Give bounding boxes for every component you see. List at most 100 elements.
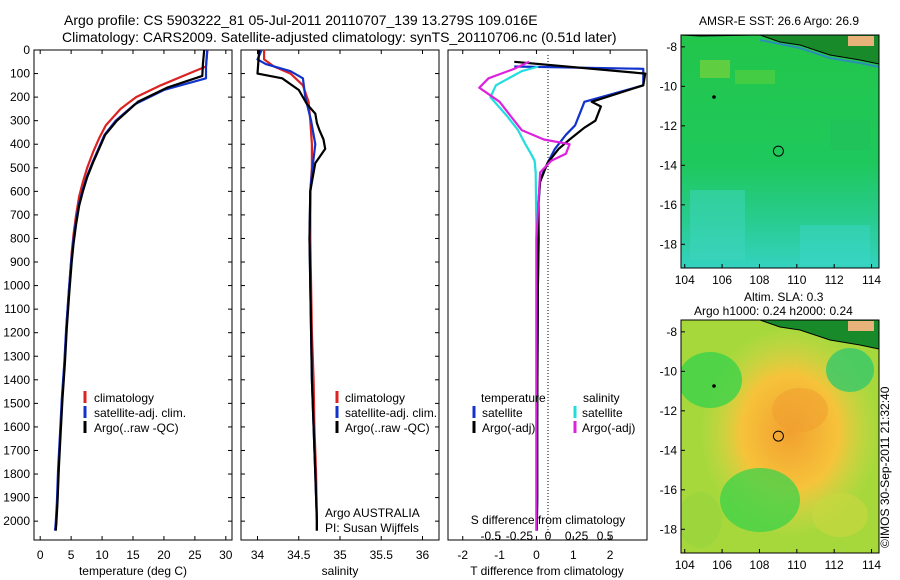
depth-tick-label: 1200 bbox=[3, 326, 30, 340]
legend-heading-salinity: salinity bbox=[583, 391, 620, 405]
land-patch bbox=[848, 36, 874, 46]
lon-tick-label: 106 bbox=[712, 273, 732, 287]
lon-tick-label: 104 bbox=[675, 273, 695, 287]
temperature-xlabel: temperature (deg C) bbox=[79, 564, 187, 578]
series-line-argo-raw-qc- bbox=[54, 50, 206, 531]
island-marker bbox=[712, 95, 716, 99]
lon-tick-label: 108 bbox=[749, 558, 769, 572]
temperature-legend: climatology satellite-adj. clim. Argo(..… bbox=[83, 391, 186, 435]
x-tick-label: 35 bbox=[333, 548, 347, 562]
depth-tick-label: 900 bbox=[10, 255, 30, 269]
depth-tick-label: 300 bbox=[10, 114, 30, 128]
depth-tick-label: 1500 bbox=[3, 396, 30, 410]
salinity-depth-ticks bbox=[241, 49, 439, 522]
lat-tick-label: -18 bbox=[660, 237, 678, 251]
land-patch bbox=[848, 321, 874, 331]
depth-tick-label: 1700 bbox=[3, 443, 30, 457]
x-tick-label: 20 bbox=[157, 548, 171, 562]
sst-map-lat-ticks: -8 -10 -12 -14 -16 -18 bbox=[660, 40, 685, 251]
depth-tick-label: 100 bbox=[10, 67, 30, 81]
s-diff-tick-label: -0.5 bbox=[481, 529, 502, 543]
lat-tick-label: -10 bbox=[660, 364, 678, 378]
java-coastline-land bbox=[681, 35, 879, 64]
depth-tick-label: 1000 bbox=[3, 279, 30, 293]
salinity-panel: 34 34.5 35 35.5 36 salinity climatology sate… bbox=[240, 49, 440, 578]
lon-tick-label: 112 bbox=[825, 273, 844, 287]
lon-tick-label: 104 bbox=[675, 558, 695, 572]
depth-tick-label: 600 bbox=[10, 184, 30, 198]
sla-map-panel: Altim. SLA: 0.3 Argo h1000: 0.24 h2000: … bbox=[660, 290, 882, 572]
profile-location-marker bbox=[772, 430, 784, 442]
temperature-panel: 0100200300400500600700800900100011001200… bbox=[3, 43, 233, 578]
lat-tick-label: -18 bbox=[660, 522, 678, 536]
x-tick-label: -2 bbox=[457, 548, 468, 562]
lon-tick-label: 106 bbox=[712, 558, 732, 572]
s-diff-tick-label: 0.25 bbox=[565, 529, 589, 543]
lon-tick-label: 114 bbox=[862, 273, 881, 287]
legend-label-s-argo: Argo(-adj) bbox=[582, 421, 635, 435]
s-difference-label: S difference from climatology bbox=[471, 513, 626, 527]
t-difference-xlabel: T difference from climatology bbox=[470, 564, 624, 578]
legend-label-argo: Argo(..raw -QC) bbox=[345, 421, 430, 435]
lon-tick-label: 112 bbox=[825, 558, 844, 572]
legend-label-s-satellite: satellite bbox=[582, 406, 623, 420]
series-line-argo-raw-qc- bbox=[256, 50, 327, 531]
profile-location-marker bbox=[772, 145, 784, 157]
difference-profiles bbox=[478, 60, 647, 531]
temperature-profiles bbox=[53, 50, 209, 531]
island-marker bbox=[712, 384, 716, 388]
java-coastline-land bbox=[681, 320, 879, 349]
depth-tick-label: 400 bbox=[10, 137, 30, 151]
pi-label: PI: Susan Wijffels bbox=[325, 521, 419, 535]
lat-tick-label: -12 bbox=[660, 119, 678, 133]
legend-label-t-argo: Argo(-adj) bbox=[482, 421, 535, 435]
x-tick-label: 34.5 bbox=[287, 548, 311, 562]
x-tick-label: 25 bbox=[188, 548, 202, 562]
depth-tick-label: 1600 bbox=[3, 420, 30, 434]
sst-map-frame bbox=[680, 34, 880, 269]
legend-label-satellite: satellite-adj. clim. bbox=[94, 406, 186, 420]
lat-tick-label: -8 bbox=[666, 40, 677, 54]
lat-tick-label: -8 bbox=[666, 325, 677, 339]
figure-title-line-1: Argo profile: CS 5903222_81 05-Jul-2011 … bbox=[64, 12, 538, 28]
x-tick-label: 2 bbox=[607, 548, 614, 562]
s-difference-ticks: -0.5 -0.25 0 0.25 0.5 bbox=[481, 529, 614, 543]
lat-tick-label: -16 bbox=[660, 483, 678, 497]
sst-map-panel: AMSR-E SST: 26.6 Argo: 26.9 104 106 108 110… bbox=[660, 14, 882, 287]
x-tick-label: 35.5 bbox=[370, 548, 394, 562]
sst-map-lon-ticks: 104 106 108 110 112 114 bbox=[675, 264, 881, 287]
sla-map-image bbox=[681, 320, 879, 553]
legend-label-climatology: climatology bbox=[345, 391, 405, 405]
s-diff-tick-label: 0.5 bbox=[597, 529, 614, 543]
depth-tick-label: 1900 bbox=[3, 491, 30, 505]
s-diff-tick-label: 0 bbox=[545, 529, 552, 543]
sla-map-lat-ticks: -8 -10 -12 -14 -16 -18 bbox=[660, 325, 685, 536]
lat-tick-label: -14 bbox=[660, 443, 678, 457]
depth-axis-ticks: 0 100 200 300 400 500 600 700 800 900 1000 1100 1200… bbox=[3, 43, 232, 528]
sst-map-image bbox=[681, 35, 879, 268]
lon-tick-label: 114 bbox=[862, 558, 881, 572]
lon-tick-label: 110 bbox=[787, 558, 806, 572]
sst-map-title: AMSR-E SST: 26.6 Argo: 26.9 bbox=[699, 14, 859, 28]
legend-label-t-satellite: satellite bbox=[482, 406, 523, 420]
figure-title-line-2: Climatology: CARS2009. Satellite-adjuste… bbox=[62, 29, 617, 45]
lat-tick-label: -12 bbox=[660, 404, 678, 418]
legend-heading-temperature: temperature bbox=[481, 391, 546, 405]
depth-tick-label: 700 bbox=[10, 208, 30, 222]
temperature-axes bbox=[33, 49, 233, 541]
lat-tick-label: -14 bbox=[660, 158, 678, 172]
depth-tick-label: 800 bbox=[10, 231, 30, 245]
depth-tick-label: 0 bbox=[23, 43, 30, 57]
salinity-axis-ticks: 34 34.5 35 35.5 36 bbox=[251, 50, 429, 562]
salinity-legend: climatology satellite-adj. clim. Argo(..… bbox=[335, 391, 437, 435]
t-difference-ticks: -2 -1 0 1 2 bbox=[457, 50, 614, 562]
x-tick-label: 10 bbox=[95, 548, 109, 562]
difference-panel: -2 -1 0 1 2 T difference from climatology S … bbox=[447, 49, 648, 578]
x-tick-label: 34 bbox=[251, 548, 265, 562]
salinity-profiles bbox=[256, 50, 327, 531]
lon-tick-label: 108 bbox=[749, 273, 769, 287]
sla-map-subtitle: Argo h1000: 0.24 h2000: 0.24 bbox=[694, 304, 853, 318]
sla-map-frame bbox=[680, 319, 880, 554]
sla-map-lon-ticks: 104 106 108 110 112 114 bbox=[675, 549, 881, 572]
